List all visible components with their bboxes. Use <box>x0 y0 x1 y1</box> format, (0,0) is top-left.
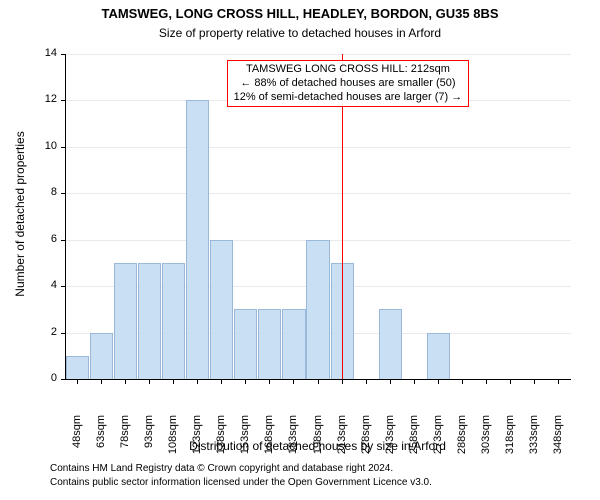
footer-line-2: Contains public sector information licen… <box>50 477 432 488</box>
xtick-mark <box>245 379 246 384</box>
ytick-label: 12 <box>31 93 57 105</box>
ytick-mark <box>61 193 66 194</box>
xtick-mark <box>101 379 102 384</box>
xtick-mark <box>462 379 463 384</box>
ytick-label: 2 <box>31 326 57 338</box>
bar <box>258 309 281 379</box>
annotation-line-2: ← 88% of detached houses are smaller (50… <box>234 77 463 91</box>
chart-subtitle: Size of property relative to detached ho… <box>0 26 600 40</box>
bar <box>427 333 450 379</box>
bar <box>282 309 305 379</box>
ytick-label: 8 <box>31 186 57 198</box>
xtick-mark <box>197 379 198 384</box>
x-axis-label: Distribution of detached houses by size … <box>65 439 570 453</box>
xtick-mark <box>510 379 511 384</box>
ytick-label: 6 <box>31 233 57 245</box>
xtick-mark <box>390 379 391 384</box>
xtick-mark <box>534 379 535 384</box>
xtick-mark <box>269 379 270 384</box>
xtick-mark <box>414 379 415 384</box>
chart-title: TAMSWEG, LONG CROSS HILL, HEADLEY, BORDO… <box>0 6 600 21</box>
ytick-label: 14 <box>31 47 57 59</box>
page: { "title": "TAMSWEG, LONG CROSS HILL, HE… <box>0 0 600 500</box>
bar <box>90 333 113 379</box>
xtick-mark <box>149 379 150 384</box>
bar <box>379 309 402 379</box>
x-ticks: 48sqm63sqm78sqm93sqm108sqm123sqm138sqm15… <box>65 379 570 439</box>
ytick-mark <box>61 333 66 334</box>
bar <box>162 263 185 379</box>
bar <box>306 240 329 379</box>
xtick-mark <box>486 379 487 384</box>
ytick-label: 10 <box>31 140 57 152</box>
xtick-mark <box>77 379 78 384</box>
bar <box>186 100 209 379</box>
ytick-mark <box>61 147 66 148</box>
gridline-h <box>66 193 571 194</box>
bar <box>234 309 257 379</box>
xtick-mark <box>366 379 367 384</box>
ytick-label: 0 <box>31 372 57 384</box>
xtick-mark <box>342 379 343 384</box>
gridline-h <box>66 147 571 148</box>
bar <box>138 263 161 379</box>
xtick-mark <box>125 379 126 384</box>
gridline-h <box>66 54 571 55</box>
xtick-mark <box>438 379 439 384</box>
annotation-line-1: TAMSWEG LONG CROSS HILL: 212sqm <box>234 63 463 77</box>
xtick-mark <box>558 379 559 384</box>
ytick-mark <box>61 286 66 287</box>
ytick-mark <box>61 240 66 241</box>
bar <box>210 240 233 379</box>
ytick-mark <box>61 54 66 55</box>
annotation-line-3: 12% of semi-detached houses are larger (… <box>234 91 463 105</box>
ytick-label: 4 <box>31 279 57 291</box>
bar <box>114 263 137 379</box>
ytick-mark <box>61 100 66 101</box>
bar <box>66 356 89 379</box>
footer-line-1: Contains HM Land Registry data © Crown c… <box>50 463 393 474</box>
xtick-mark <box>318 379 319 384</box>
y-axis-label: Number of detached properties <box>13 114 27 314</box>
xtick-mark <box>293 379 294 384</box>
xtick-mark <box>173 379 174 384</box>
xtick-mark <box>221 379 222 384</box>
annotation-box: TAMSWEG LONG CROSS HILL: 212sqm ← 88% of… <box>227 60 470 107</box>
